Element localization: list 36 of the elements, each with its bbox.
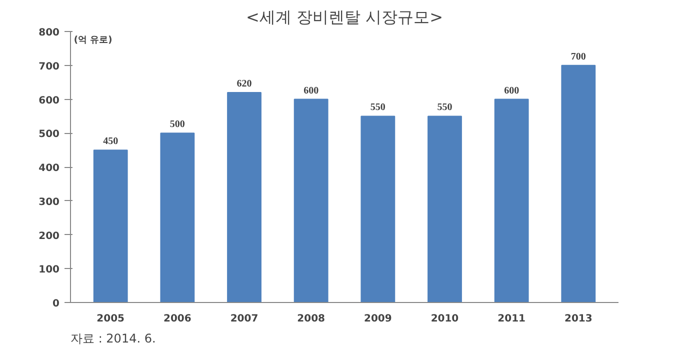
data-label: 450	[103, 136, 118, 148]
y-axis-title: (억 유로)	[74, 36, 112, 46]
y-tick-label: 700	[38, 61, 60, 72]
y-tick-label: 300	[38, 196, 60, 208]
x-tick-label: 2007	[230, 314, 258, 324]
bar	[160, 132, 195, 302]
x-tick-label: 2013	[564, 314, 592, 324]
bar	[360, 116, 396, 302]
bar	[494, 98, 529, 302]
bar	[227, 92, 262, 302]
y-tick-label: 0	[52, 298, 60, 310]
text: 자료 : 2014. 6.	[70, 332, 156, 346]
x-tick-label: 2011	[498, 314, 526, 324]
bar	[561, 64, 596, 302]
x-tick-label: 2008	[297, 314, 326, 324]
y-tick-label: 500	[38, 129, 60, 140]
x-tick-label: 2005	[96, 314, 125, 324]
bar	[428, 116, 462, 302]
data-label: 700	[570, 51, 586, 62]
y-tick-label: 400	[38, 163, 60, 174]
x-tick-label: 2006	[164, 314, 192, 324]
data-label: 500	[170, 119, 185, 130]
data-label: 620	[236, 78, 252, 90]
x-tick-label: 2010	[430, 314, 459, 324]
chart-title: <세계 장비렌탈 시장규모>	[246, 8, 443, 26]
data-label: 550	[437, 102, 452, 114]
data-label: 550	[370, 102, 386, 114]
bar	[294, 98, 328, 302]
y-tick-label: 100	[38, 264, 60, 276]
data-label: 600	[504, 85, 520, 96]
data-label: 600	[304, 85, 319, 96]
bar	[93, 150, 128, 302]
x-tick-label: 2009	[364, 314, 392, 324]
y-tick-label: 800	[38, 28, 60, 38]
y-tick-label: 200	[38, 230, 60, 242]
y-tick-label: 600	[38, 95, 60, 106]
